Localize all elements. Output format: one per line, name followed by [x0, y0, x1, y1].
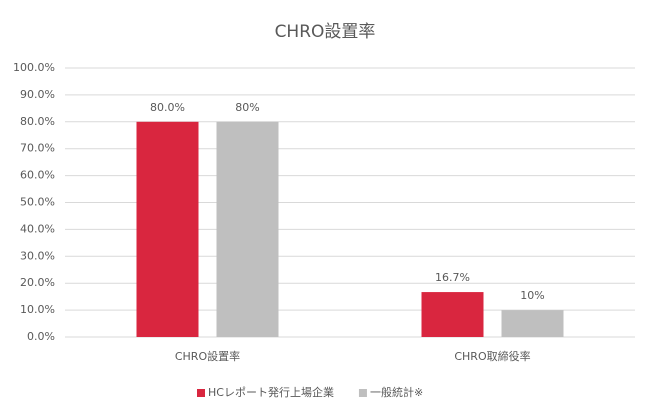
- y-tick-label: 50.0%: [20, 196, 55, 209]
- legend-label: HCレポート発行上場企業: [208, 385, 334, 399]
- y-tick-label: 70.0%: [20, 142, 55, 155]
- y-tick-label: 90.0%: [20, 88, 55, 101]
- y-tick-label: 30.0%: [20, 249, 55, 262]
- value-label: 10%: [520, 289, 544, 302]
- value-label: 80.0%: [150, 101, 185, 114]
- chart-title: CHRO設置率: [275, 22, 376, 42]
- y-tick-label: 60.0%: [20, 169, 55, 182]
- y-tick-label: 40.0%: [20, 222, 55, 235]
- bar: [136, 121, 199, 337]
- bar: [501, 310, 564, 337]
- legend-label: 一般統計※: [370, 385, 423, 399]
- y-tick-label: 10.0%: [20, 303, 55, 316]
- bar: [421, 292, 484, 337]
- x-tick-label: CHRO設置率: [175, 349, 240, 363]
- bar: [216, 121, 279, 337]
- y-tick-label: 100.0%: [13, 61, 55, 74]
- legend-swatch: [358, 389, 367, 397]
- y-tick-label: 0.0%: [27, 330, 55, 343]
- legend-swatch: [197, 389, 205, 397]
- value-label: 80%: [235, 101, 259, 114]
- x-tick-label: CHRO取締役率: [454, 349, 530, 363]
- y-tick-label: 80.0%: [20, 115, 55, 128]
- value-label: 16.7%: [435, 271, 470, 284]
- y-tick-label: 20.0%: [20, 276, 55, 289]
